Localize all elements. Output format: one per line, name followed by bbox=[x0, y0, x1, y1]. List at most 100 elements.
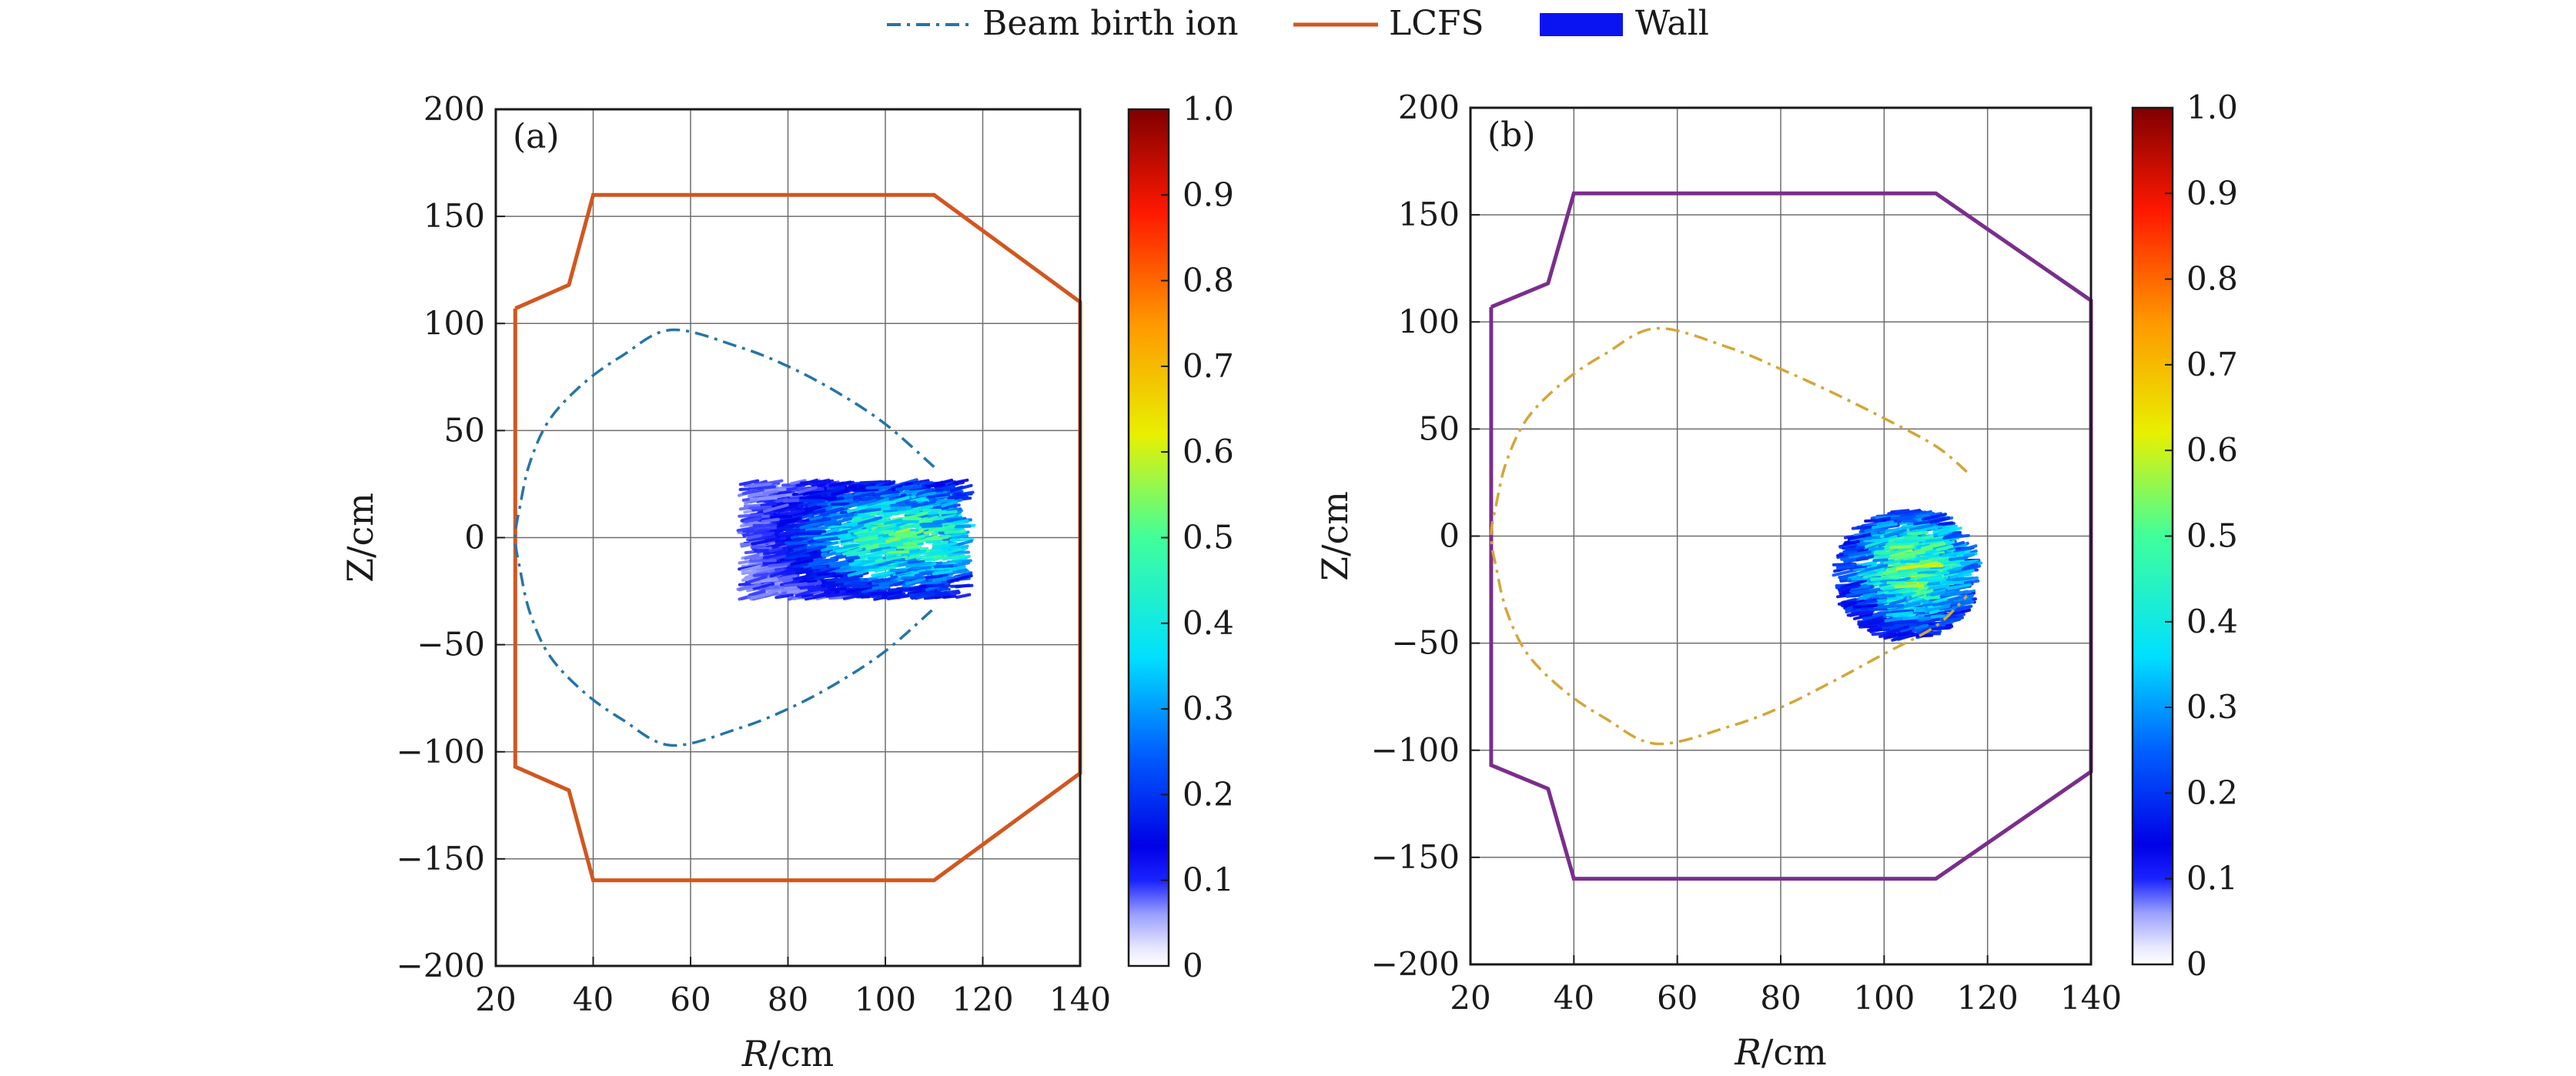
deposition-mark bbox=[763, 503, 789, 513]
colorbar-tick-label: 1.0 bbox=[2186, 89, 2238, 126]
deposition-mark bbox=[871, 585, 890, 590]
deposition-mark bbox=[828, 486, 845, 491]
deposition-mark bbox=[821, 545, 840, 553]
deposition-mark bbox=[1928, 584, 1950, 590]
x-tick-label: 140 bbox=[1049, 981, 1111, 1018]
deposition-mark bbox=[902, 483, 918, 489]
y-ticks-b: 200 150 100 50 0 −50 −100 −150 −200 bbox=[1371, 89, 1480, 983]
deposition-mark bbox=[1870, 576, 1889, 582]
deposition-mark bbox=[944, 503, 961, 510]
deposition-mark bbox=[942, 510, 962, 518]
deposition-mark bbox=[1863, 538, 1889, 543]
deposition-mark bbox=[1869, 546, 1885, 551]
deposition-mark bbox=[932, 576, 948, 583]
deposition-mark bbox=[790, 558, 814, 566]
colorbar-tick-label: 0.8 bbox=[1183, 262, 1234, 299]
beam-birth-curve-a bbox=[514, 328, 935, 747]
deposition-mark bbox=[1851, 590, 1878, 598]
y-tick-label: −200 bbox=[1371, 945, 1460, 983]
deposition-mark bbox=[832, 513, 855, 520]
deposition-mark bbox=[1912, 522, 1930, 529]
deposition-mark bbox=[1892, 620, 1917, 625]
deposition-mark bbox=[1921, 542, 1946, 550]
deposition-mark bbox=[748, 534, 776, 542]
colorbar-tick-label: 0.2 bbox=[2186, 774, 2238, 811]
deposition-mark bbox=[1838, 583, 1861, 593]
y-tick-label: −200 bbox=[396, 947, 485, 984]
deposition-mark bbox=[741, 515, 762, 522]
deposition-mark bbox=[1848, 550, 1872, 557]
deposition-mark bbox=[896, 545, 922, 550]
deposition-mark bbox=[885, 493, 899, 500]
deposition-mark bbox=[1891, 546, 1916, 554]
deposition-mark bbox=[757, 485, 777, 490]
deposition-mark bbox=[1885, 591, 1900, 596]
deposition-mark bbox=[1858, 540, 1878, 546]
deposition-mark bbox=[918, 491, 936, 497]
colorbar-tick-label: 0.3 bbox=[2186, 688, 2238, 726]
deposition-mark bbox=[812, 558, 837, 563]
deposition-mark bbox=[908, 584, 928, 591]
deposition-mark bbox=[1872, 522, 1898, 530]
deposition-mark bbox=[1848, 610, 1875, 617]
x-tick-label: 120 bbox=[1957, 979, 2019, 1017]
deposition-mark bbox=[887, 550, 910, 554]
colorbar-tick-label: 0.6 bbox=[1183, 433, 1234, 470]
deposition-mark bbox=[878, 543, 903, 547]
deposition-mark bbox=[1932, 600, 1955, 607]
deposition-mark bbox=[884, 496, 910, 506]
deposition-mark bbox=[795, 587, 818, 597]
y-tick-label: 150 bbox=[423, 197, 485, 235]
deposition-mark bbox=[1889, 545, 1915, 550]
y-tick-label: −100 bbox=[396, 733, 485, 770]
deposition-mark bbox=[850, 580, 868, 586]
x-tick-label: 40 bbox=[1554, 979, 1594, 1017]
deposition-mark bbox=[855, 498, 878, 506]
deposition-mark bbox=[785, 548, 808, 557]
deposition-mark bbox=[768, 546, 783, 553]
deposition-mark bbox=[854, 529, 868, 536]
deposition-mark bbox=[1905, 568, 1927, 573]
colorbar-tick-label: 0.4 bbox=[2186, 603, 2238, 640]
legend-swatch-wall bbox=[1540, 13, 1623, 36]
panel-a: 20 40 60 80 100 120 140 200 150 100 50 0 −50 −100 −15… bbox=[340, 90, 1234, 1074]
deposition-mark bbox=[853, 492, 875, 500]
deposition-mark bbox=[1905, 537, 1924, 541]
deposition-mark bbox=[1942, 559, 1965, 566]
deposition-mark bbox=[1937, 521, 1954, 526]
deposition-mark bbox=[762, 490, 779, 496]
deposition-mark bbox=[886, 594, 910, 600]
y-tick-label: −150 bbox=[396, 840, 485, 877]
deposition-mark bbox=[842, 594, 857, 600]
deposition-mark bbox=[1881, 542, 1907, 550]
deposition-mark bbox=[1868, 607, 1888, 611]
deposition-mark bbox=[1953, 544, 1978, 554]
deposition-mark bbox=[835, 577, 860, 583]
deposition-mark bbox=[799, 585, 814, 590]
deposition-mark bbox=[848, 483, 864, 488]
deposition-mark bbox=[803, 560, 829, 569]
deposition-mark bbox=[811, 508, 826, 515]
deposition-mark bbox=[825, 593, 845, 598]
deposition-mark bbox=[862, 540, 888, 545]
deposition-mark bbox=[824, 586, 847, 594]
deposition-mark bbox=[885, 537, 901, 543]
deposition-mark bbox=[952, 519, 969, 525]
deposition-mark bbox=[738, 479, 760, 486]
deposition-mark bbox=[930, 478, 954, 487]
deposition-mark bbox=[1855, 554, 1875, 562]
deposition-mark bbox=[1883, 528, 1907, 538]
deposition-mark bbox=[831, 489, 849, 496]
deposition-mark bbox=[1891, 609, 1915, 614]
deposition-mark bbox=[861, 496, 885, 502]
y-tick-label: −150 bbox=[1371, 838, 1460, 876]
x-tick-label: 60 bbox=[670, 981, 711, 1018]
x-tick-label: 80 bbox=[1760, 979, 1801, 1017]
deposition-mark bbox=[885, 555, 902, 561]
deposition-heatmap-a bbox=[736, 478, 976, 601]
deposition-mark bbox=[816, 502, 831, 506]
deposition-mark bbox=[1876, 520, 1895, 526]
colorbar-tick-label: 0.1 bbox=[2186, 860, 2238, 897]
deposition-mark bbox=[1924, 596, 1941, 600]
y-tick-label: 0 bbox=[464, 519, 485, 556]
